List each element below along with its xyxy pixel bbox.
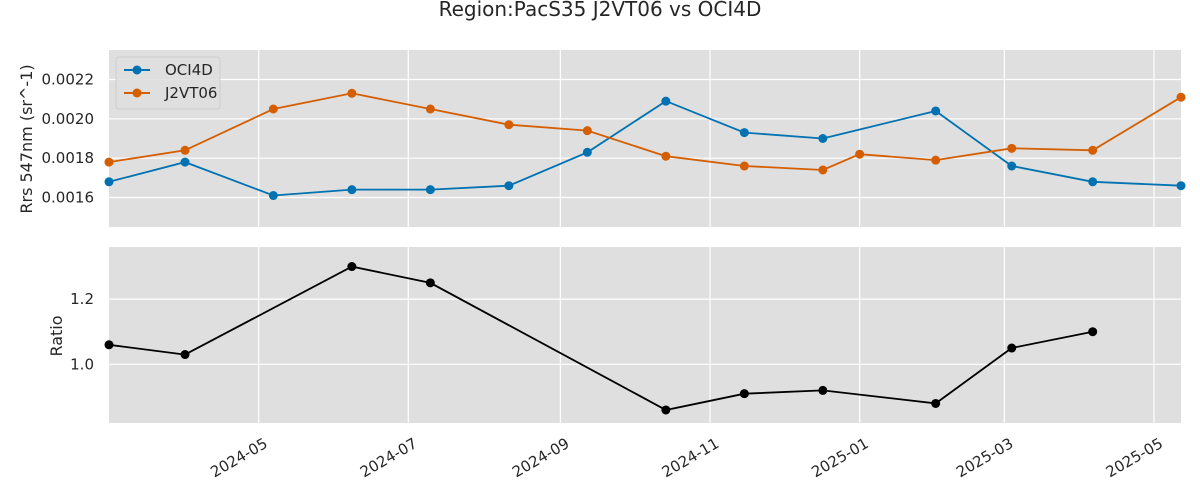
bottom-panel-series bbox=[104, 262, 1098, 415]
point-oci4d-0 bbox=[104, 177, 114, 187]
point-ratio-2 bbox=[347, 262, 357, 272]
point-oci4d-1 bbox=[180, 157, 190, 167]
point-j2vt06-10 bbox=[855, 149, 865, 159]
point-j2vt06-0 bbox=[104, 157, 114, 167]
point-j2vt06-2 bbox=[268, 104, 278, 114]
point-oci4d-12 bbox=[1088, 177, 1098, 187]
point-j2vt06-1 bbox=[180, 145, 190, 155]
bottom-panel-y-ticks: 1.0 1.2 bbox=[70, 290, 94, 373]
chart-title: Region:PacS35 J2VT06 vs OCI4D bbox=[439, 0, 762, 21]
point-j2vt06-13 bbox=[1088, 145, 1098, 155]
legend-marker-oci4d bbox=[132, 65, 142, 75]
x-tick-label: 2024-07 bbox=[357, 434, 420, 481]
bottom-y-tick-label: 1.0 bbox=[70, 355, 94, 373]
point-j2vt06-6 bbox=[582, 126, 592, 136]
series-line-ratio bbox=[108, 265, 1093, 411]
top-panel-y-label: Rrs 547nm (sr^-1) bbox=[17, 64, 36, 213]
top-panel: 0.0016 0.0018 0.0020 0.0022 Rrs 547nm (sr^-… bbox=[17, 50, 1186, 227]
x-tick-label: 2024-11 bbox=[659, 434, 722, 481]
bottom-panel: 1.0 1.2 Ratio bbox=[47, 247, 1181, 423]
point-j2vt06-9 bbox=[818, 165, 828, 175]
legend-label-oci4d: OCI4D bbox=[165, 61, 213, 79]
point-ratio-6 bbox=[818, 385, 828, 395]
point-oci4d-8 bbox=[739, 128, 749, 138]
point-ratio-7 bbox=[931, 398, 941, 408]
bottom-panel-y-label: Ratio bbox=[47, 315, 66, 356]
point-ratio-5 bbox=[739, 389, 749, 399]
point-j2vt06-7 bbox=[661, 151, 671, 161]
x-tick-label: 2025-03 bbox=[953, 434, 1016, 481]
point-ratio-8 bbox=[1007, 343, 1017, 353]
series-line-oci4d bbox=[108, 100, 1182, 197]
top-y-tick-label: 0.0022 bbox=[42, 71, 95, 89]
bottom-y-tick-label: 1.2 bbox=[70, 290, 94, 308]
point-j2vt06-5 bbox=[504, 120, 514, 130]
bottom-panel-background bbox=[109, 247, 1181, 423]
point-oci4d-9 bbox=[818, 134, 828, 143]
point-ratio-1 bbox=[180, 350, 190, 360]
legend-label-j2vt06: J2VT06 bbox=[164, 84, 217, 102]
point-j2vt06-4 bbox=[425, 104, 435, 114]
point-j2vt06-8 bbox=[739, 161, 749, 171]
point-oci4d-7 bbox=[661, 96, 671, 106]
point-ratio-0 bbox=[104, 340, 114, 350]
point-j2vt06-12 bbox=[1007, 143, 1017, 153]
point-oci4d-13 bbox=[1176, 181, 1186, 191]
x-tick-label: 2024-09 bbox=[509, 434, 572, 481]
top-y-tick-label: 0.0018 bbox=[42, 149, 95, 167]
point-oci4d-2 bbox=[268, 191, 278, 201]
x-tick-label: 2025-01 bbox=[808, 434, 871, 481]
point-ratio-3 bbox=[425, 278, 435, 288]
point-oci4d-6 bbox=[582, 147, 592, 157]
legend: OCI4D J2VT06 bbox=[115, 56, 221, 110]
point-j2vt06-3 bbox=[347, 88, 357, 98]
point-ratio-4 bbox=[661, 405, 671, 415]
x-tick-label: 2025-05 bbox=[1103, 434, 1166, 481]
top-panel-y-ticks: 0.0016 0.0018 0.0020 0.0022 bbox=[42, 71, 95, 207]
top-y-tick-label: 0.0016 bbox=[42, 189, 95, 207]
top-y-tick-label: 0.0020 bbox=[42, 110, 95, 128]
point-j2vt06-11 bbox=[931, 155, 941, 165]
x-axis-ticks: 2024-05 2024-07 2024-09 2024-11 2025-01 2025-… bbox=[207, 434, 1166, 481]
x-tick-label: 2024-05 bbox=[207, 434, 270, 481]
point-oci4d-4 bbox=[425, 185, 435, 195]
point-oci4d-11 bbox=[1007, 161, 1017, 171]
legend-marker-j2vt06 bbox=[132, 88, 142, 98]
point-oci4d-10 bbox=[931, 106, 941, 116]
top-panel-background bbox=[109, 50, 1181, 227]
point-oci4d-3 bbox=[347, 185, 357, 195]
point-oci4d-5 bbox=[504, 181, 514, 191]
top-panel-series bbox=[104, 88, 1186, 201]
point-ratio-9 bbox=[1088, 327, 1098, 337]
point-j2vt06-14 bbox=[1176, 92, 1186, 102]
bottom-panel-grid bbox=[109, 247, 1181, 423]
